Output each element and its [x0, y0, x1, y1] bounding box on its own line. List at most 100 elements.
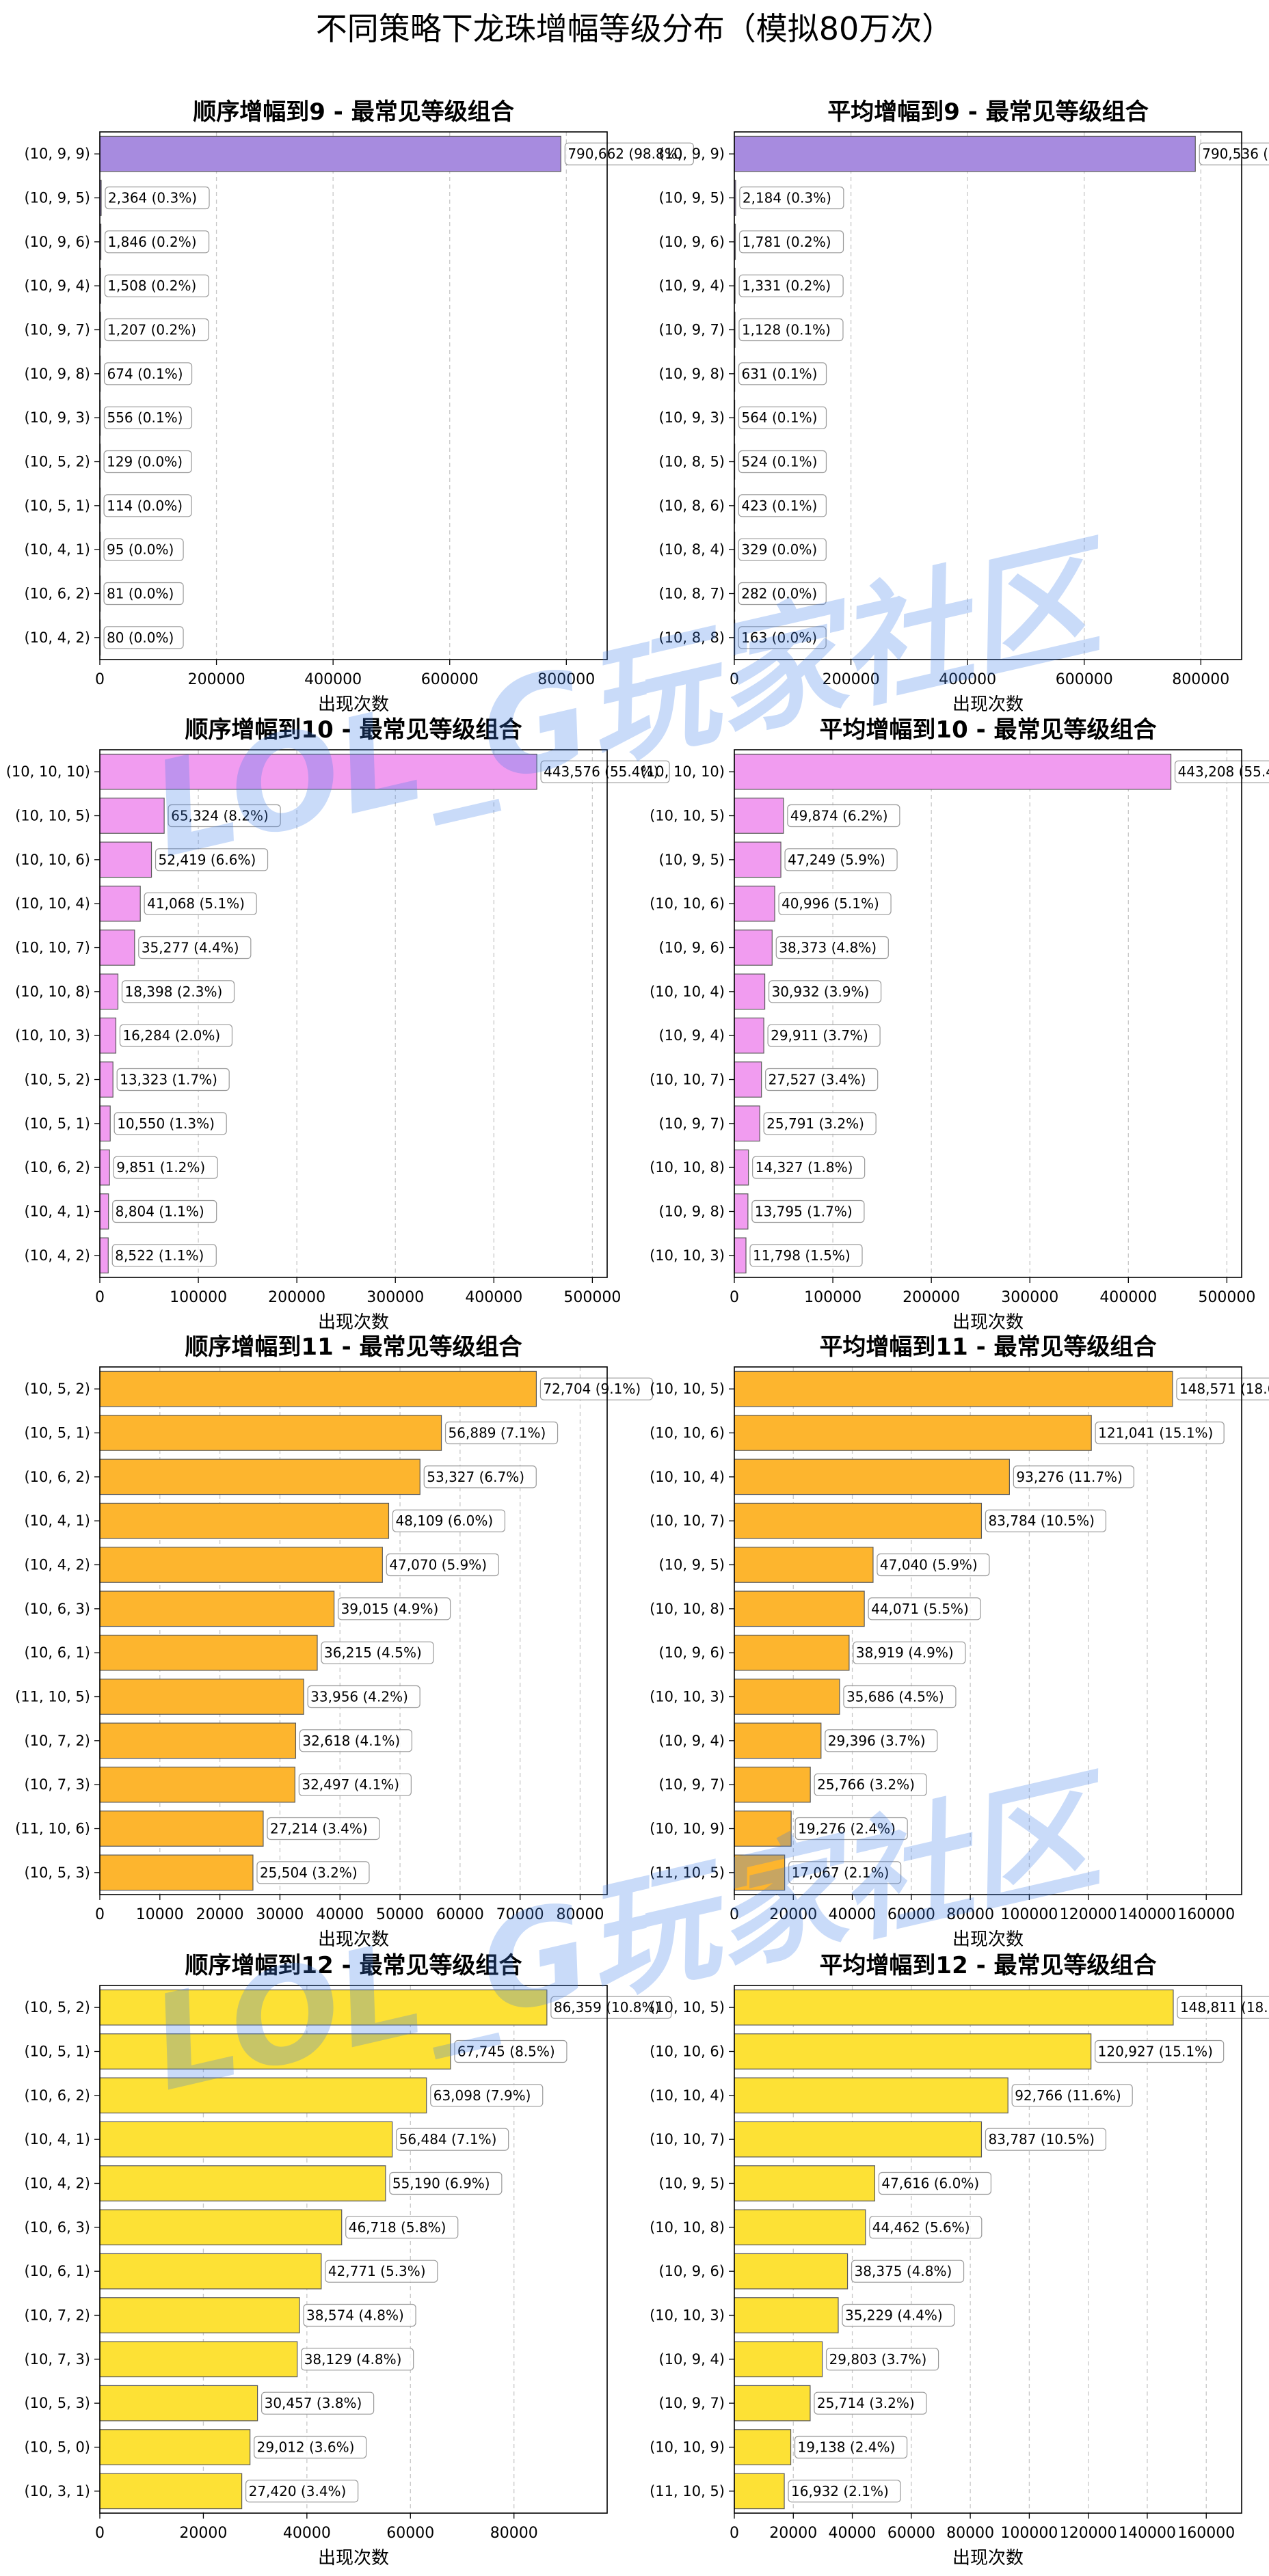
- value-label-box: [104, 230, 210, 254]
- y-tick-label: (10, 10, 4): [15, 895, 90, 912]
- y-tick-label: (10, 6, 3): [24, 2219, 90, 2236]
- bar-chart-panel: 平均增幅到11 - 最常见等级组合 148,571 (18.6%) 121,041 …: [650, 1333, 1269, 1950]
- bar: [99, 1989, 548, 2026]
- y-tick-label: (10, 6, 2): [24, 586, 90, 602]
- value-label-box: [430, 2084, 544, 2107]
- value-label-box: [1176, 1377, 1269, 1400]
- bar: [99, 1061, 113, 1098]
- bar: [734, 1017, 764, 1054]
- y-tick-label: (11, 10, 5): [15, 1689, 90, 1705]
- x-tick-label: 10000: [136, 1906, 184, 1923]
- value-label: 120,927 (15.1%): [1098, 2044, 1213, 2060]
- y-tick-label: (10, 10, 6): [15, 852, 90, 868]
- value-label: 30,457 (3.8%): [265, 2395, 362, 2411]
- value-label: 38,129 (4.8%): [304, 2351, 402, 2368]
- bar: [734, 2473, 785, 2510]
- bar: [734, 753, 1172, 790]
- value-label-box: [564, 142, 694, 165]
- y-tick-label: (10, 10, 3): [650, 2307, 725, 2324]
- y-tick-label: (10, 8, 8): [658, 629, 725, 646]
- value-label: 33,956 (4.2%): [310, 1689, 408, 1705]
- y-tick-label: (10, 5, 1): [24, 498, 90, 514]
- x-tick-label: 80000: [556, 1906, 604, 1923]
- value-label: 92,766 (11.6%): [1015, 2087, 1121, 2104]
- value-label: 56,484 (7.1%): [399, 2131, 497, 2147]
- bar: [99, 2429, 251, 2465]
- value-label-box: [298, 1773, 412, 1796]
- y-tick-label: (10, 4, 2): [24, 2175, 90, 2192]
- value-label-box: [763, 1112, 877, 1135]
- y-tick-label: (10, 10, 8): [650, 1159, 725, 1176]
- value-label-box: [423, 1465, 537, 1489]
- y-tick-label: (10, 10, 3): [650, 1689, 725, 1705]
- x-tick-label: 300000: [366, 1289, 424, 1306]
- value-label: 38,919 (4.9%): [856, 1644, 954, 1661]
- value-label-box: [303, 2303, 416, 2327]
- value-label-box: [738, 582, 827, 606]
- value-label: 13,323 (1.7%): [120, 1072, 217, 1088]
- y-tick-label: (10, 6, 3): [24, 1601, 90, 1617]
- x-tick-label: 140000: [1119, 1906, 1176, 1923]
- value-label-box: [103, 538, 184, 561]
- bar: [734, 1547, 874, 1583]
- x-tick-label: 160000: [1177, 2525, 1235, 2542]
- x-tick-label: 80000: [946, 2525, 994, 2542]
- y-tick-label: (10, 9, 6): [658, 2263, 725, 2279]
- value-label-box: [739, 186, 844, 210]
- x-tick-label: 100000: [1000, 1906, 1058, 1923]
- value-label-box: [119, 1024, 233, 1047]
- y-tick-label: (10, 10, 10): [641, 763, 725, 780]
- x-axis-label: 出现次数: [952, 1312, 1024, 1333]
- value-label-box: [454, 2039, 567, 2063]
- value-label-box: [738, 362, 827, 385]
- value-label: 14,327 (1.8%): [756, 1159, 853, 1176]
- value-label: 524 (0.1%): [741, 454, 817, 470]
- y-tick-label: (10, 6, 1): [24, 2263, 90, 2279]
- x-tick-label: 400000: [304, 671, 362, 688]
- value-label: 2,364 (0.3%): [108, 190, 197, 206]
- y-tick-label: (10, 9, 3): [658, 409, 725, 426]
- y-tick-label: (10, 9, 4): [658, 1733, 725, 1749]
- bar: [99, 2209, 343, 2246]
- bar: [99, 2385, 258, 2422]
- x-tick-label: 600000: [1056, 671, 1113, 688]
- value-label-box: [103, 362, 193, 385]
- value-label: 19,138 (2.4%): [798, 2439, 896, 2456]
- bar: [99, 2473, 243, 2510]
- y-tick-label: (10, 7, 3): [24, 2351, 90, 2368]
- value-label-box: [392, 1509, 506, 1532]
- bar: [734, 2077, 1008, 2114]
- value-label: 47,040 (5.9%): [880, 1557, 978, 1573]
- value-label: 63,098 (7.9%): [433, 2087, 531, 2104]
- value-label-box: [254, 2435, 367, 2459]
- value-label: 36,215 (4.5%): [324, 1644, 422, 1661]
- value-label-box: [814, 1773, 927, 1796]
- value-label-box: [103, 450, 192, 474]
- value-label-box: [103, 582, 184, 606]
- bar: [734, 1854, 786, 1891]
- value-label: 148,571 (18.6%): [1179, 1381, 1269, 1397]
- value-label-box: [784, 848, 898, 871]
- x-tick-label: 0: [730, 2525, 739, 2542]
- y-tick-label: (10, 10, 7): [650, 2131, 725, 2147]
- x-axis-label: 出现次数: [952, 2548, 1024, 2568]
- bar: [734, 1590, 865, 1627]
- axes-frame: [734, 1985, 1242, 2514]
- axes-frame: [734, 749, 1242, 1278]
- x-axis-label: 出现次数: [318, 1929, 389, 1950]
- value-label-box: [539, 1377, 654, 1400]
- y-tick-label: (10, 5, 1): [24, 1115, 90, 1132]
- y-tick-label: (10, 10, 6): [650, 895, 725, 912]
- bar: [99, 1547, 383, 1583]
- value-label-box: [767, 1024, 881, 1047]
- value-label: 30,932 (3.9%): [772, 984, 870, 1000]
- value-label-box: [345, 2216, 459, 2239]
- value-label-box: [825, 1729, 938, 1752]
- chart-panels: 顺序增幅到9 - 最常见等级组合 790,662 (98.8%) 2,364 (0.…: [6, 98, 1269, 2568]
- x-tick-label: 500000: [563, 1289, 621, 1306]
- value-label: 80 (0.0%): [107, 629, 174, 646]
- y-tick-label: (10, 9, 9): [24, 146, 90, 162]
- bar: [734, 1502, 983, 1539]
- x-tick-label: 120000: [1060, 2525, 1117, 2542]
- x-tick-label: 30000: [256, 1906, 304, 1923]
